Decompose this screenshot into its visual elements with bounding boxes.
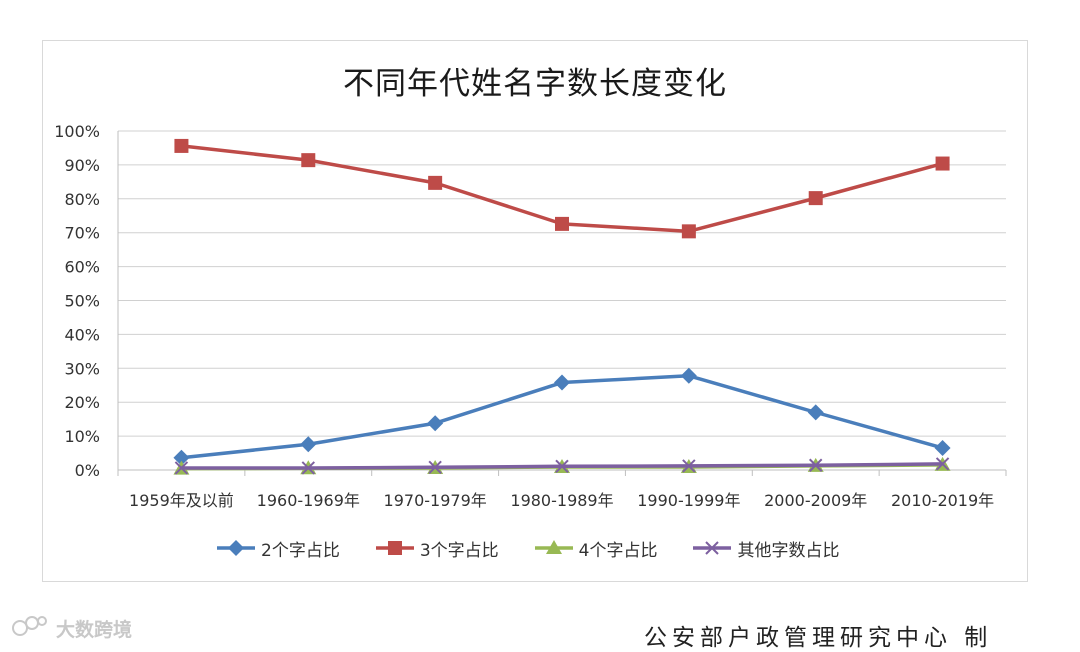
- y-tick-label: 20%: [64, 393, 100, 412]
- x-tick-label: 1990-1999年: [637, 491, 740, 510]
- legend-item: 3个字占比: [374, 536, 499, 561]
- legend-label: 2个字占比: [261, 540, 340, 561]
- chart-title: 不同年代姓名字数长度变化: [343, 66, 727, 102]
- legend-item: 2个字占比: [215, 536, 340, 561]
- data-point: [427, 415, 444, 432]
- data-point: [300, 436, 317, 453]
- x-tick-label: 2010-2019年: [891, 491, 994, 510]
- y-tick-label: 50%: [64, 292, 100, 311]
- x-tick-label: 2000-2009年: [764, 491, 867, 510]
- data-point: [428, 175, 443, 190]
- y-tick-label: 80%: [64, 190, 100, 209]
- data-point: [174, 461, 189, 475]
- legend-item: 4个字占比: [533, 536, 658, 561]
- data-point: [301, 461, 315, 475]
- y-tick-label: 40%: [64, 325, 100, 344]
- watermark-logo-icon: [10, 614, 50, 643]
- axes: 0% 10% 20% 30% 40% 50% 60% 70% 80% 90% 100% 1959年及以…: [54, 122, 1007, 510]
- y-tick-label: 90%: [64, 156, 100, 175]
- data-point: [809, 458, 823, 472]
- y-tick-label: 100%: [54, 122, 100, 141]
- legend-label: 4个字占比: [578, 540, 658, 561]
- x-tick-label: 1970-1979年: [384, 491, 487, 510]
- data-point: [174, 138, 189, 153]
- footer-credit: 公安部户政管理研究中心 制: [644, 625, 993, 651]
- watermark-text: 大数跨境: [56, 619, 133, 641]
- legend-swatch: [533, 538, 575, 558]
- x-tick-label: 1960-1969年: [257, 491, 360, 510]
- legend-swatch: [215, 538, 257, 558]
- legend-item: 其他字数占比: [691, 536, 839, 561]
- series-diamond: [173, 367, 951, 466]
- series-square: [174, 138, 950, 239]
- data-point: [555, 216, 569, 231]
- data-point: [387, 541, 402, 555]
- chart-legend: 2个字占比 3个字占比 4个字占比 其他字数占比: [215, 535, 839, 561]
- x-tick-label: 1959年及以前: [129, 491, 234, 510]
- watermark: 大数跨境: [10, 614, 132, 643]
- gridlines: [118, 130, 1006, 471]
- legend-swatch: [691, 538, 733, 558]
- data-point: [808, 191, 823, 206]
- data-point: [934, 439, 951, 456]
- series-layer: [173, 138, 951, 475]
- legend-swatch: [374, 538, 416, 558]
- data-point: [935, 156, 950, 171]
- y-tick-label: 0%: [75, 461, 100, 480]
- data-point: [301, 153, 316, 168]
- chart-frame: [42, 40, 1028, 582]
- y-tick-label: 10%: [64, 427, 100, 446]
- data-point: [705, 541, 720, 555]
- data-point: [428, 460, 442, 474]
- data-point: [681, 224, 696, 239]
- data-point: [554, 374, 570, 391]
- series-x: [174, 457, 950, 475]
- legend-label: 3个字占比: [419, 540, 499, 561]
- data-point: [173, 449, 190, 466]
- data-point: [935, 457, 950, 471]
- y-tick-label: 70%: [64, 224, 100, 243]
- data-point: [682, 459, 696, 473]
- y-tick-label: 30%: [64, 359, 100, 378]
- legend-label: 其他字数占比: [737, 540, 840, 561]
- data-point: [680, 367, 697, 384]
- data-point: [545, 540, 562, 554]
- x-tick-label: 1980-1989年: [510, 491, 613, 510]
- y-tick-label: 60%: [64, 258, 100, 277]
- data-point: [555, 459, 569, 473]
- data-point: [228, 540, 244, 556]
- data-point: [807, 404, 824, 421]
